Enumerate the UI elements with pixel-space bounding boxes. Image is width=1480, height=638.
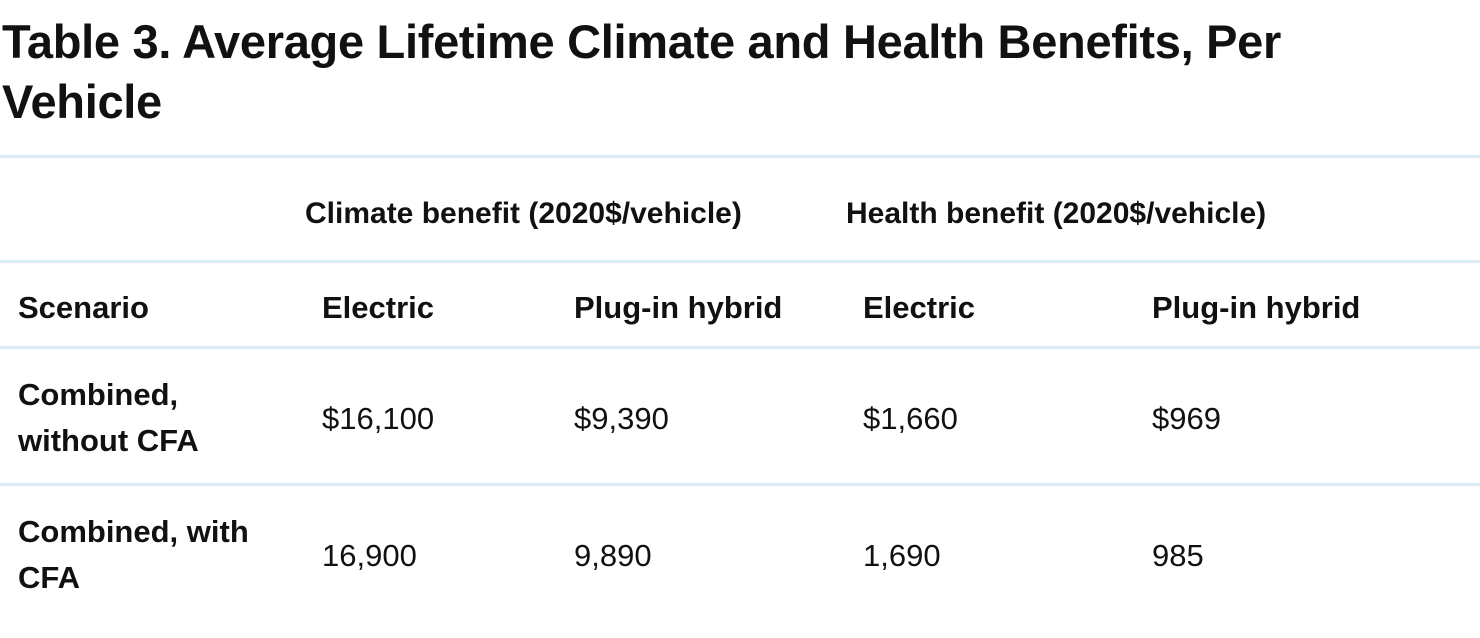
climate-group-header: Climate benefit (2020$/vehicle) xyxy=(305,197,742,230)
table-cell-health-electric: 1,690 xyxy=(863,538,941,573)
row-divider-rule xyxy=(0,483,1480,486)
column-header-health-electric: Electric xyxy=(863,290,976,325)
row-scenario-label: Combined, with CFA xyxy=(18,514,249,595)
table-cell-climate-electric: 16,900 xyxy=(322,538,417,573)
group-header-rule xyxy=(0,260,1480,263)
table-cell-climate-plug-in-hybrid: $9,390 xyxy=(574,401,669,436)
column-header-scenario: Scenario xyxy=(18,290,149,325)
table-top-rule xyxy=(0,155,1480,158)
table-cell-climate-plug-in-hybrid: 9,890 xyxy=(574,538,652,573)
table-cell-health-plug-in-hybrid: $969 xyxy=(1152,401,1221,436)
column-header-climate-plug-in-hybrid: Plug-in hybrid xyxy=(574,290,783,325)
column-header-health-plug-in-hybrid: Plug-in hybrid xyxy=(1152,290,1361,325)
health-group-header: Health benefit (2020$/vehicle) xyxy=(846,197,1267,230)
row-scenario-label: Combined, without CFA xyxy=(18,377,199,458)
table-cell-health-electric: $1,660 xyxy=(863,401,958,436)
table-title: Table 3. Average Lifetime Climate and He… xyxy=(2,15,1281,128)
table-cell-health-plug-in-hybrid: 985 xyxy=(1152,538,1204,573)
table-cell-climate-electric: $16,100 xyxy=(322,401,435,436)
column-header-rule xyxy=(0,346,1480,349)
column-header-climate-electric: Electric xyxy=(322,290,435,325)
